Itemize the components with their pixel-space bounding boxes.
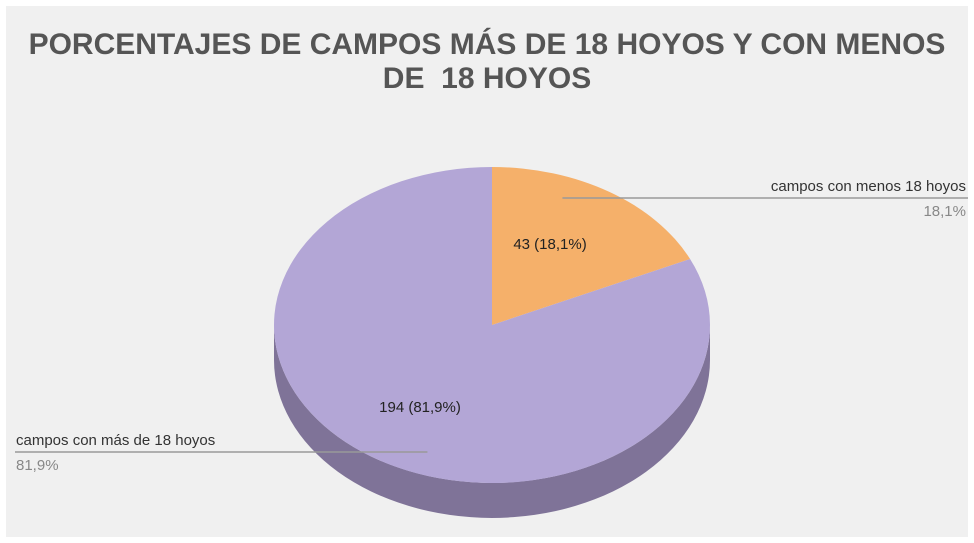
- percentage-label: 81,9%: [16, 457, 59, 474]
- legend-label: campos con más de 18 hoyos: [16, 432, 215, 449]
- slice-label: 194 (81,9%): [379, 399, 461, 416]
- chart-title: PORCENTAJES DE CAMPOS MÁS DE 18 HOYOS Y …: [28, 28, 954, 95]
- slice-label: 43 (18,1%): [513, 236, 586, 253]
- pie-slice: [273, 167, 710, 483]
- pie-side: [274, 325, 710, 518]
- legend-label: campos con menos 18 hoyos: [771, 178, 966, 195]
- pie-slice: [492, 167, 691, 325]
- percentage-label: 18,1%: [923, 203, 966, 220]
